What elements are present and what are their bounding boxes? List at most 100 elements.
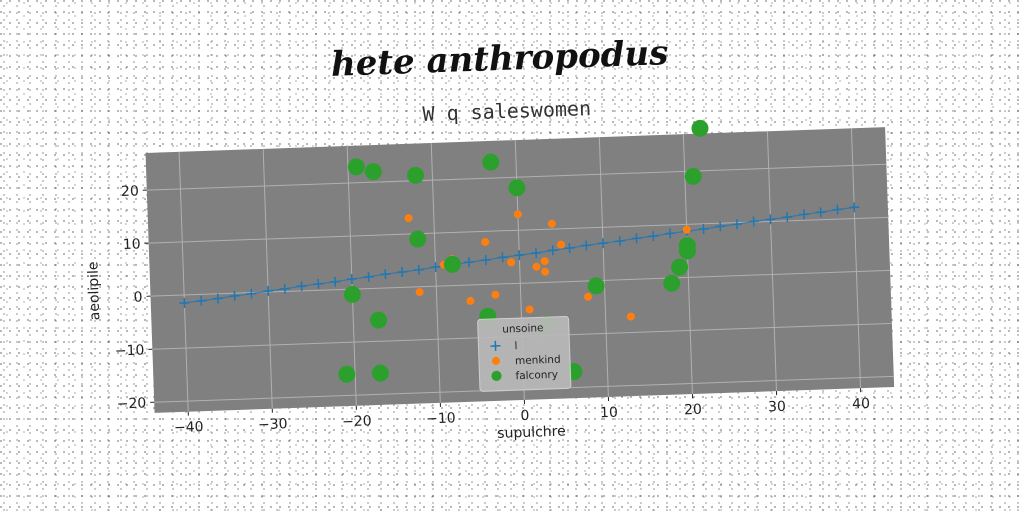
series-0-point	[598, 238, 609, 249]
series-0-point	[815, 207, 826, 218]
series-0-point	[698, 224, 709, 235]
series-1-point	[532, 262, 541, 271]
series-0-point	[631, 233, 642, 244]
x-tick-label: −20	[342, 413, 372, 430]
series-0-point	[263, 285, 274, 297]
legend-marker-2	[491, 370, 502, 381]
chart-subtitle: W q saleswomen	[422, 96, 591, 126]
grid-line-y	[150, 269, 891, 297]
series-0-point	[731, 219, 743, 230]
series-2-point	[482, 153, 500, 171]
series-0-point	[531, 247, 542, 259]
x-tick-label: 30	[768, 399, 786, 416]
series-1-point	[547, 219, 556, 228]
series-0-point	[664, 228, 676, 239]
x-tick-label: −30	[258, 416, 288, 433]
series-0-point	[246, 288, 257, 299]
series-2-point	[371, 364, 389, 382]
series-0-point	[564, 243, 575, 254]
series-2-point	[338, 365, 356, 383]
series-1-point	[557, 240, 566, 249]
y-tick-label: 0	[133, 289, 142, 305]
series-2-point	[691, 119, 709, 137]
series-2-point	[508, 179, 526, 197]
series-2-point	[663, 274, 681, 292]
series-1-point	[525, 305, 534, 314]
series-0-point	[346, 274, 357, 285]
x-tick-label: −40	[174, 419, 204, 436]
series-0-point	[547, 245, 558, 256]
grid-line-x	[598, 137, 609, 398]
legend-box	[477, 315, 572, 392]
series-2-point	[364, 163, 382, 181]
x-axis-label: supulchre	[497, 424, 566, 442]
x-tick-label: 40	[852, 396, 870, 413]
series-0-point	[849, 202, 860, 213]
series-1-point	[513, 210, 522, 219]
y-tick-label: 20	[121, 183, 139, 200]
series-0-point	[648, 231, 659, 242]
series-0-point	[748, 216, 759, 227]
y-tick-label: −10	[115, 342, 145, 359]
series-1-point	[626, 312, 635, 321]
series-0-point	[279, 283, 290, 294]
x-tick-label: −10	[426, 410, 456, 427]
x-tick-label: 20	[684, 402, 702, 419]
series-0-point	[212, 293, 223, 304]
series-0-point	[179, 297, 190, 308]
legend-label-0: l	[514, 340, 517, 352]
series-0-point	[196, 295, 207, 306]
series-0-point	[413, 264, 424, 275]
series-2-point	[347, 158, 365, 176]
plot-area: −40 −30 −20 −10 0 10 20 30 40 −20 −10 0 10 20 supulc…	[85, 119, 895, 442]
series-2-point	[443, 255, 461, 273]
series-1-point	[404, 214, 413, 223]
series-0-point	[229, 290, 240, 301]
series-1-point	[682, 225, 691, 234]
y-tick-label: 10	[123, 236, 141, 253]
grid-line-x	[262, 148, 273, 409]
y-tick-label: −20	[116, 396, 146, 413]
series-1-point	[584, 292, 593, 301]
series-1-point	[507, 258, 516, 267]
legend-marker-0	[490, 340, 501, 351]
grid-line-x	[178, 151, 189, 412]
grid-line-x	[430, 142, 441, 403]
grid-line-x	[766, 131, 777, 392]
series-2-point	[407, 166, 425, 184]
legend-marker-1	[491, 356, 500, 365]
series-0-point	[581, 240, 592, 251]
series-0-point	[798, 209, 809, 220]
chart-title: hete anthropodus	[330, 33, 669, 85]
grid-line-y	[146, 163, 887, 191]
series-0-point	[313, 278, 324, 289]
series-1-point	[466, 296, 475, 305]
series-0-point	[782, 212, 793, 223]
series-1-point	[540, 257, 549, 266]
series-0-point	[430, 262, 441, 273]
series-0-point	[832, 204, 843, 215]
series-0-point	[464, 257, 475, 268]
series-0-point	[363, 271, 374, 282]
series-2-point	[684, 167, 702, 185]
x-tick-labels: −40 −30 −20 −10 0 10 20 30 40	[174, 388, 870, 436]
series-2-point	[678, 237, 696, 255]
series-0-point	[497, 252, 508, 263]
x-tick-label: 10	[600, 405, 618, 422]
series-2-point	[343, 285, 361, 303]
legend-label-1: menkind	[515, 354, 561, 368]
series-0-point	[330, 276, 341, 287]
series-2-point	[370, 311, 388, 329]
series-0-point	[480, 255, 491, 266]
series-0-point	[397, 266, 408, 278]
series-1-point	[415, 288, 424, 297]
series-0-point	[715, 221, 726, 232]
series-1-point	[491, 290, 500, 299]
series-0-point	[380, 269, 391, 280]
x-tick-label: 0	[520, 408, 529, 424]
y-tick-labels: −20 −10 0 10 20	[115, 183, 155, 413]
series-2-point	[409, 230, 427, 248]
series-0-point	[514, 250, 525, 261]
